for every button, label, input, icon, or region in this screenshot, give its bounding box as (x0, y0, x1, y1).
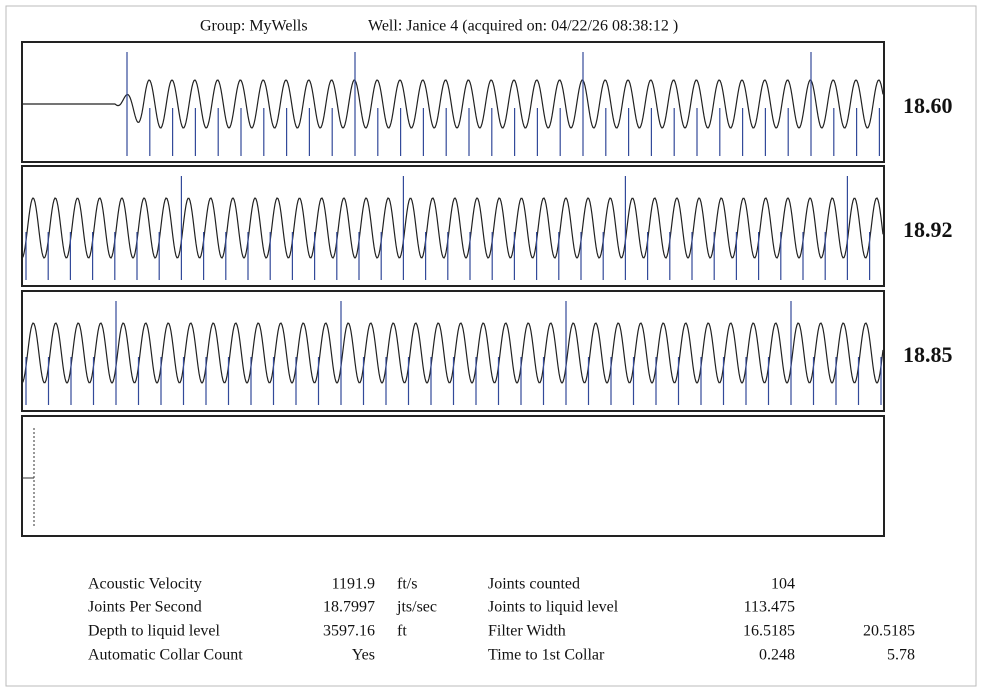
result-value: 18.7997 (323, 599, 375, 616)
result-label: Joints counted (488, 576, 580, 593)
result-value: 3597.16 (323, 623, 375, 640)
result-value: 104 (771, 576, 795, 593)
trace-panel (21, 165, 885, 287)
panel-value: 18.92 (903, 217, 953, 242)
trace-panel (21, 290, 885, 412)
panel-value: 18.85 (903, 342, 953, 367)
result-label: Acoustic Velocity (88, 576, 202, 593)
result-label: Automatic Collar Count (88, 647, 243, 664)
result-label: Joints to liquid level (488, 599, 619, 616)
result-value: 1191.9 (332, 576, 375, 593)
result-label: Filter Width (488, 623, 566, 640)
waveform (23, 79, 884, 129)
result-label: Joints Per Second (88, 599, 202, 616)
result-label: Time to 1st Collar (488, 647, 605, 664)
result-value: 0.248 (759, 647, 795, 664)
waveform (21, 197, 884, 259)
result-value: 5.78 (887, 647, 915, 664)
trace-panel (21, 41, 885, 163)
result-value: 16.5185 (743, 623, 795, 640)
group-label: Group: MyWells (200, 18, 308, 35)
result-value: 20.5185 (863, 623, 915, 640)
result-unit: jts/sec (396, 599, 437, 616)
panel-value: 18.60 (903, 93, 953, 118)
result-value: Yes (352, 647, 375, 664)
result-unit: ft/s (397, 576, 417, 593)
waveform (21, 322, 884, 384)
page-border (5, 5, 977, 687)
well-label: Well: Janice 4 (acquired on: 04/22/26 08… (368, 18, 678, 35)
result-unit: ft (397, 623, 407, 640)
empty-panel (21, 415, 885, 537)
result-value: 113.475 (744, 599, 795, 616)
result-label: Depth to liquid level (88, 623, 221, 640)
